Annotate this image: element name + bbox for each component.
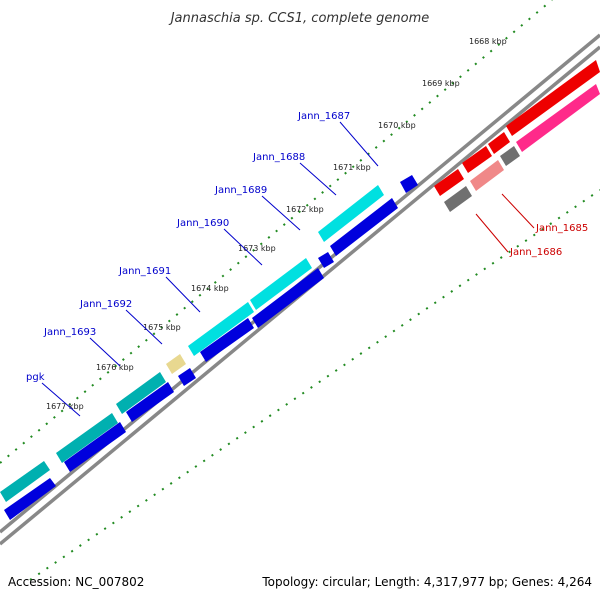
cds-jann-1691[interactable] (200, 318, 254, 362)
cds-jann-1689[interactable] (330, 198, 398, 256)
gene-label[interactable]: Jann_1691 (118, 266, 171, 277)
kbp-label: 1673 kbp (238, 244, 276, 253)
accession-text: Accession: NC_007802 (8, 575, 144, 589)
kbp-label: 1674 kbp (191, 284, 229, 293)
gene-label[interactable]: Jann_1687 (297, 111, 350, 122)
kbp-label: 1670 kbp (378, 121, 416, 130)
leader-line (475, 213, 509, 253)
gene-block-jann-1692[interactable] (116, 372, 166, 414)
reverse-gene-track (434, 60, 600, 212)
map-title: Jannaschia sp. CCS1, complete genome (168, 11, 430, 26)
kbp-label: 1676 kbp (96, 363, 134, 372)
gene-block-trna[interactable] (166, 354, 186, 374)
summary-text: Topology: circular; Length: 4,317,977 bp… (261, 575, 592, 589)
cds-jann-1692[interactable] (126, 382, 174, 422)
gene-block-jann-1691[interactable] (188, 302, 254, 356)
leader-line (165, 276, 201, 313)
gray-feature-1686[interactable] (444, 186, 472, 212)
gene-label[interactable]: Jann_1685 (535, 223, 588, 234)
cds-red-long[interactable] (506, 60, 600, 136)
kbp-label: 1669 kbp (422, 79, 460, 88)
kbp-label: 1668 kbp (469, 37, 507, 46)
cds-jann-1693[interactable] (64, 422, 126, 472)
kbp-label: 1671 kbp (333, 163, 371, 172)
gene-block-jann-1690[interactable] (250, 258, 312, 310)
cds-small-1[interactable] (178, 368, 196, 386)
kbp-label: 1675 kbp (143, 323, 181, 332)
gene-labels: Jann_1687 Jann_1688 Jann_1689 Jann_1690 Jann… (26, 111, 588, 417)
cds-pgk[interactable] (4, 478, 56, 520)
kbp-label: 1672 kbp (286, 205, 324, 214)
cds-small-2[interactable] (318, 252, 334, 268)
cds-jann-1687[interactable] (400, 175, 418, 193)
forward-cds-track (4, 175, 418, 520)
gene-jann-1685-light[interactable] (470, 160, 504, 191)
gene-label[interactable]: Jann_1692 (79, 299, 132, 310)
leader-line (41, 382, 81, 417)
leader-line (501, 193, 535, 229)
kbp-label: 1677 kbp (46, 402, 84, 411)
leader-line (261, 195, 301, 231)
gene-block-jann-1693[interactable] (56, 413, 118, 463)
gene-pink-long[interactable] (516, 84, 600, 152)
tick-track-outer (0, 0, 553, 464)
cds-red-2[interactable] (462, 146, 492, 173)
gene-label[interactable]: Jann_1686 (509, 247, 562, 258)
leader-line (223, 228, 263, 266)
gene-label[interactable]: Jann_1693 (43, 327, 96, 338)
leader-line (299, 162, 337, 196)
forward-gene-track (0, 185, 384, 502)
leader-line (89, 337, 121, 367)
leader-line (125, 309, 163, 345)
gray-feature-2[interactable] (500, 146, 520, 166)
cds-red-3[interactable] (488, 132, 510, 154)
gene-label[interactable]: Jann_1689 (214, 185, 267, 196)
gene-block-jann-1688[interactable] (318, 185, 384, 242)
cds-jann-1685-red[interactable] (434, 169, 464, 196)
leader-line (339, 121, 379, 167)
gene-label[interactable]: Jann_1690 (176, 218, 229, 229)
gene-block-pgk[interactable] (0, 461, 50, 502)
kbp-labels: 1668 kbp 1669 kbp 1670 kbp 1671 kbp 1672 kbp… (46, 37, 507, 411)
cds-jann-1690[interactable] (252, 268, 324, 328)
gene-label[interactable]: pgk (26, 372, 45, 383)
gene-label[interactable]: Jann_1688 (252, 152, 305, 163)
